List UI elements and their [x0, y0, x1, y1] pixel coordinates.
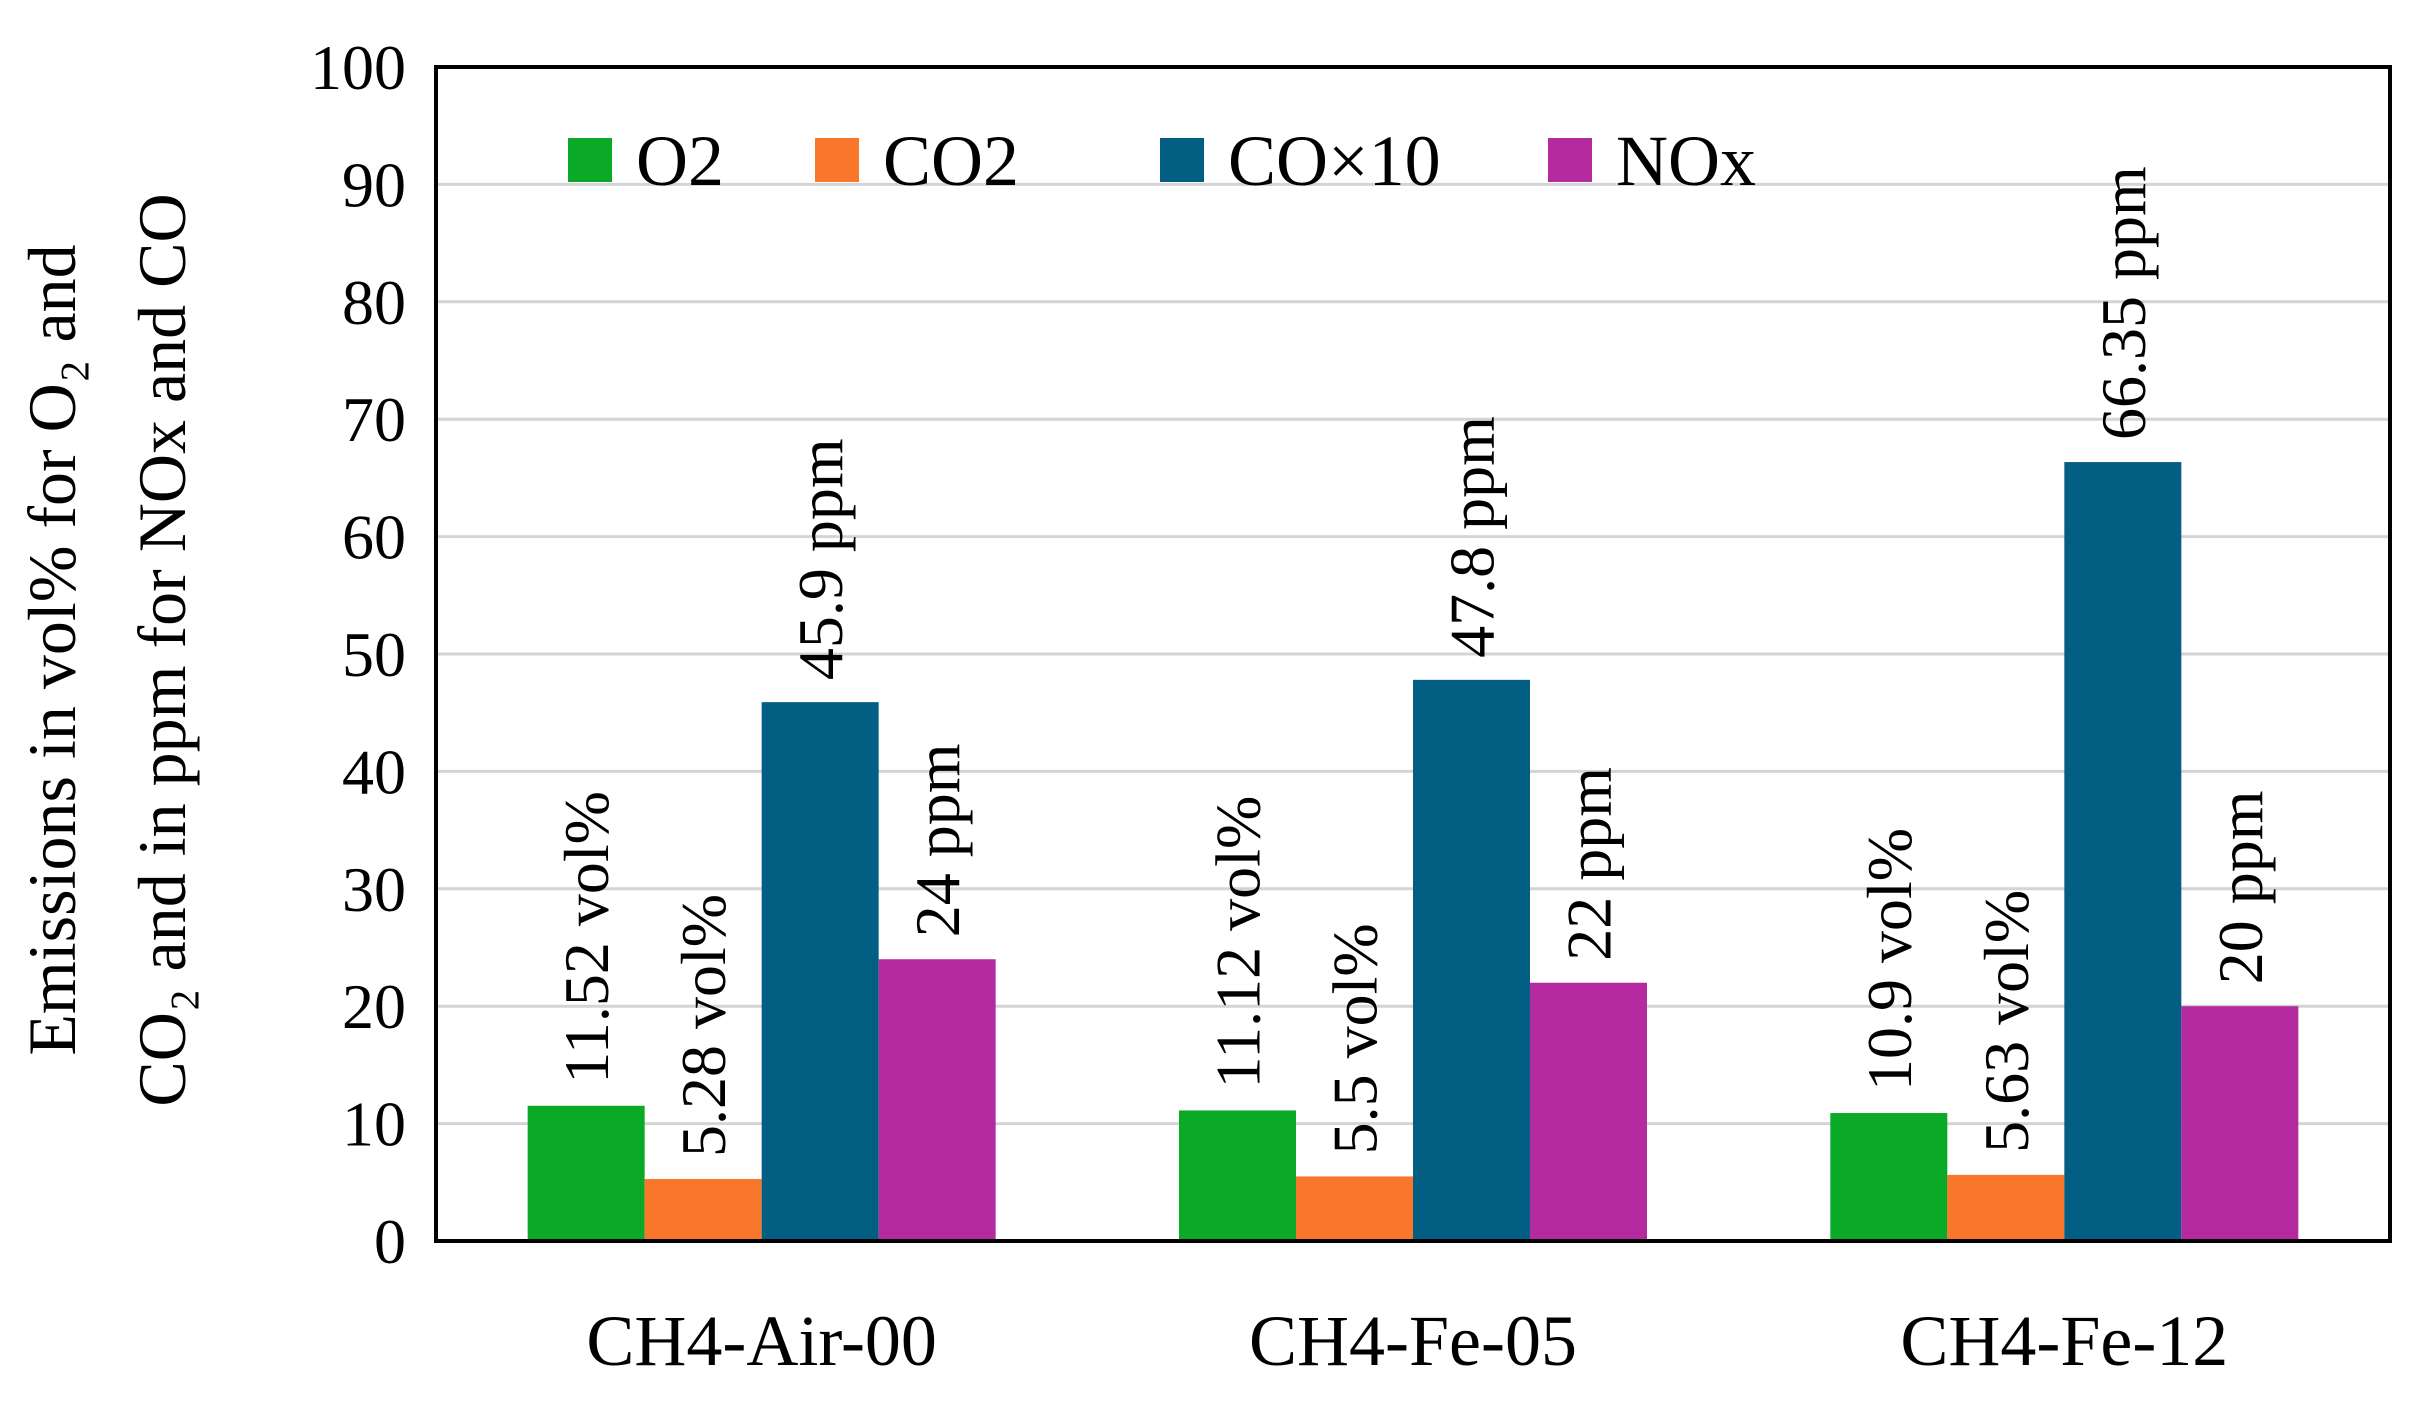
x-category-label: CH4-Fe-05	[1249, 1301, 1577, 1381]
data-label: 24 ppm	[902, 743, 973, 937]
x-axis-categories: CH4-Air-00 CH4-Fe-05 CH4-Fe-12	[586, 1301, 2228, 1381]
legend-swatch	[1160, 138, 1204, 182]
bar-co10-3	[2064, 462, 2182, 1241]
data-label: 5.28 vol%	[668, 894, 739, 1157]
y-tick-label: 10	[342, 1089, 406, 1160]
data-label: 5.63 vol%	[1971, 890, 2042, 1153]
data-label: 11.52 vol%	[551, 791, 622, 1084]
data-label: 47.8 ppm	[1437, 416, 1508, 658]
legend-swatch	[1548, 138, 1592, 182]
y-axis-title-line2: CO₂ and in ppm for NOx and CO	[124, 193, 200, 1106]
data-label: 20 ppm	[2205, 790, 2276, 984]
y-tick-label: 60	[342, 502, 406, 573]
y-tick-label: 100	[310, 32, 406, 103]
bar-nox-3	[2181, 1006, 2299, 1241]
x-category-label: CH4-Air-00	[586, 1301, 937, 1381]
bar-nox-2	[1530, 982, 1647, 1241]
y-tick-label: 80	[342, 267, 406, 338]
legend-label: NOx	[1616, 121, 1756, 201]
legend-swatch	[568, 138, 612, 182]
bar-co10-2	[1413, 679, 1530, 1241]
legend-label: CO×10	[1228, 121, 1441, 201]
legend-swatch	[815, 138, 859, 182]
legend-label: O2	[636, 121, 724, 201]
bar-o2-3	[1830, 1113, 1948, 1241]
bar-co2-1	[644, 1179, 762, 1241]
y-axis-ticks: 0 10 20 30 40 50 60 70 80 90 100	[310, 32, 406, 1277]
x-category-label: CH4-Fe-12	[1900, 1301, 2228, 1381]
y-tick-label: 70	[342, 384, 406, 455]
data-label: 66.35 ppm	[2088, 166, 2159, 440]
y-tick-label: 20	[342, 971, 406, 1042]
data-label: 5.5 vol%	[1320, 923, 1391, 1154]
bar-co2-2	[1296, 1176, 1413, 1241]
bar-co10-1	[761, 702, 879, 1241]
bar-nox-1	[878, 959, 996, 1241]
data-label: 22 ppm	[1554, 767, 1625, 961]
data-labels: 11.52 vol% 5.28 vol% 45.9 ppm 24 ppm 11.12 v…	[551, 166, 2276, 1157]
y-tick-label: 40	[342, 736, 406, 807]
data-label: 11.12 vol%	[1203, 796, 1274, 1089]
y-tick-label: 90	[342, 149, 406, 220]
y-tick-label: 30	[342, 854, 406, 925]
bar-co2-3	[1947, 1174, 2065, 1241]
legend-label: CO2	[883, 121, 1019, 201]
data-label: 10.9 vol%	[1854, 828, 1925, 1091]
data-label: 45.9 ppm	[785, 438, 856, 680]
bars	[527, 462, 2299, 1241]
bar-o2-2	[1179, 1110, 1296, 1241]
legend: O2 CO2 CO×10 NOx	[568, 121, 1756, 201]
plot-frame	[434, 65, 2392, 1243]
y-axis-title-line1: Emissions in vol% for O₂ and	[14, 244, 90, 1055]
y-tick-label: 0	[374, 1206, 406, 1277]
y-tick-label: 50	[342, 619, 406, 690]
bar-o2-1	[527, 1105, 645, 1241]
